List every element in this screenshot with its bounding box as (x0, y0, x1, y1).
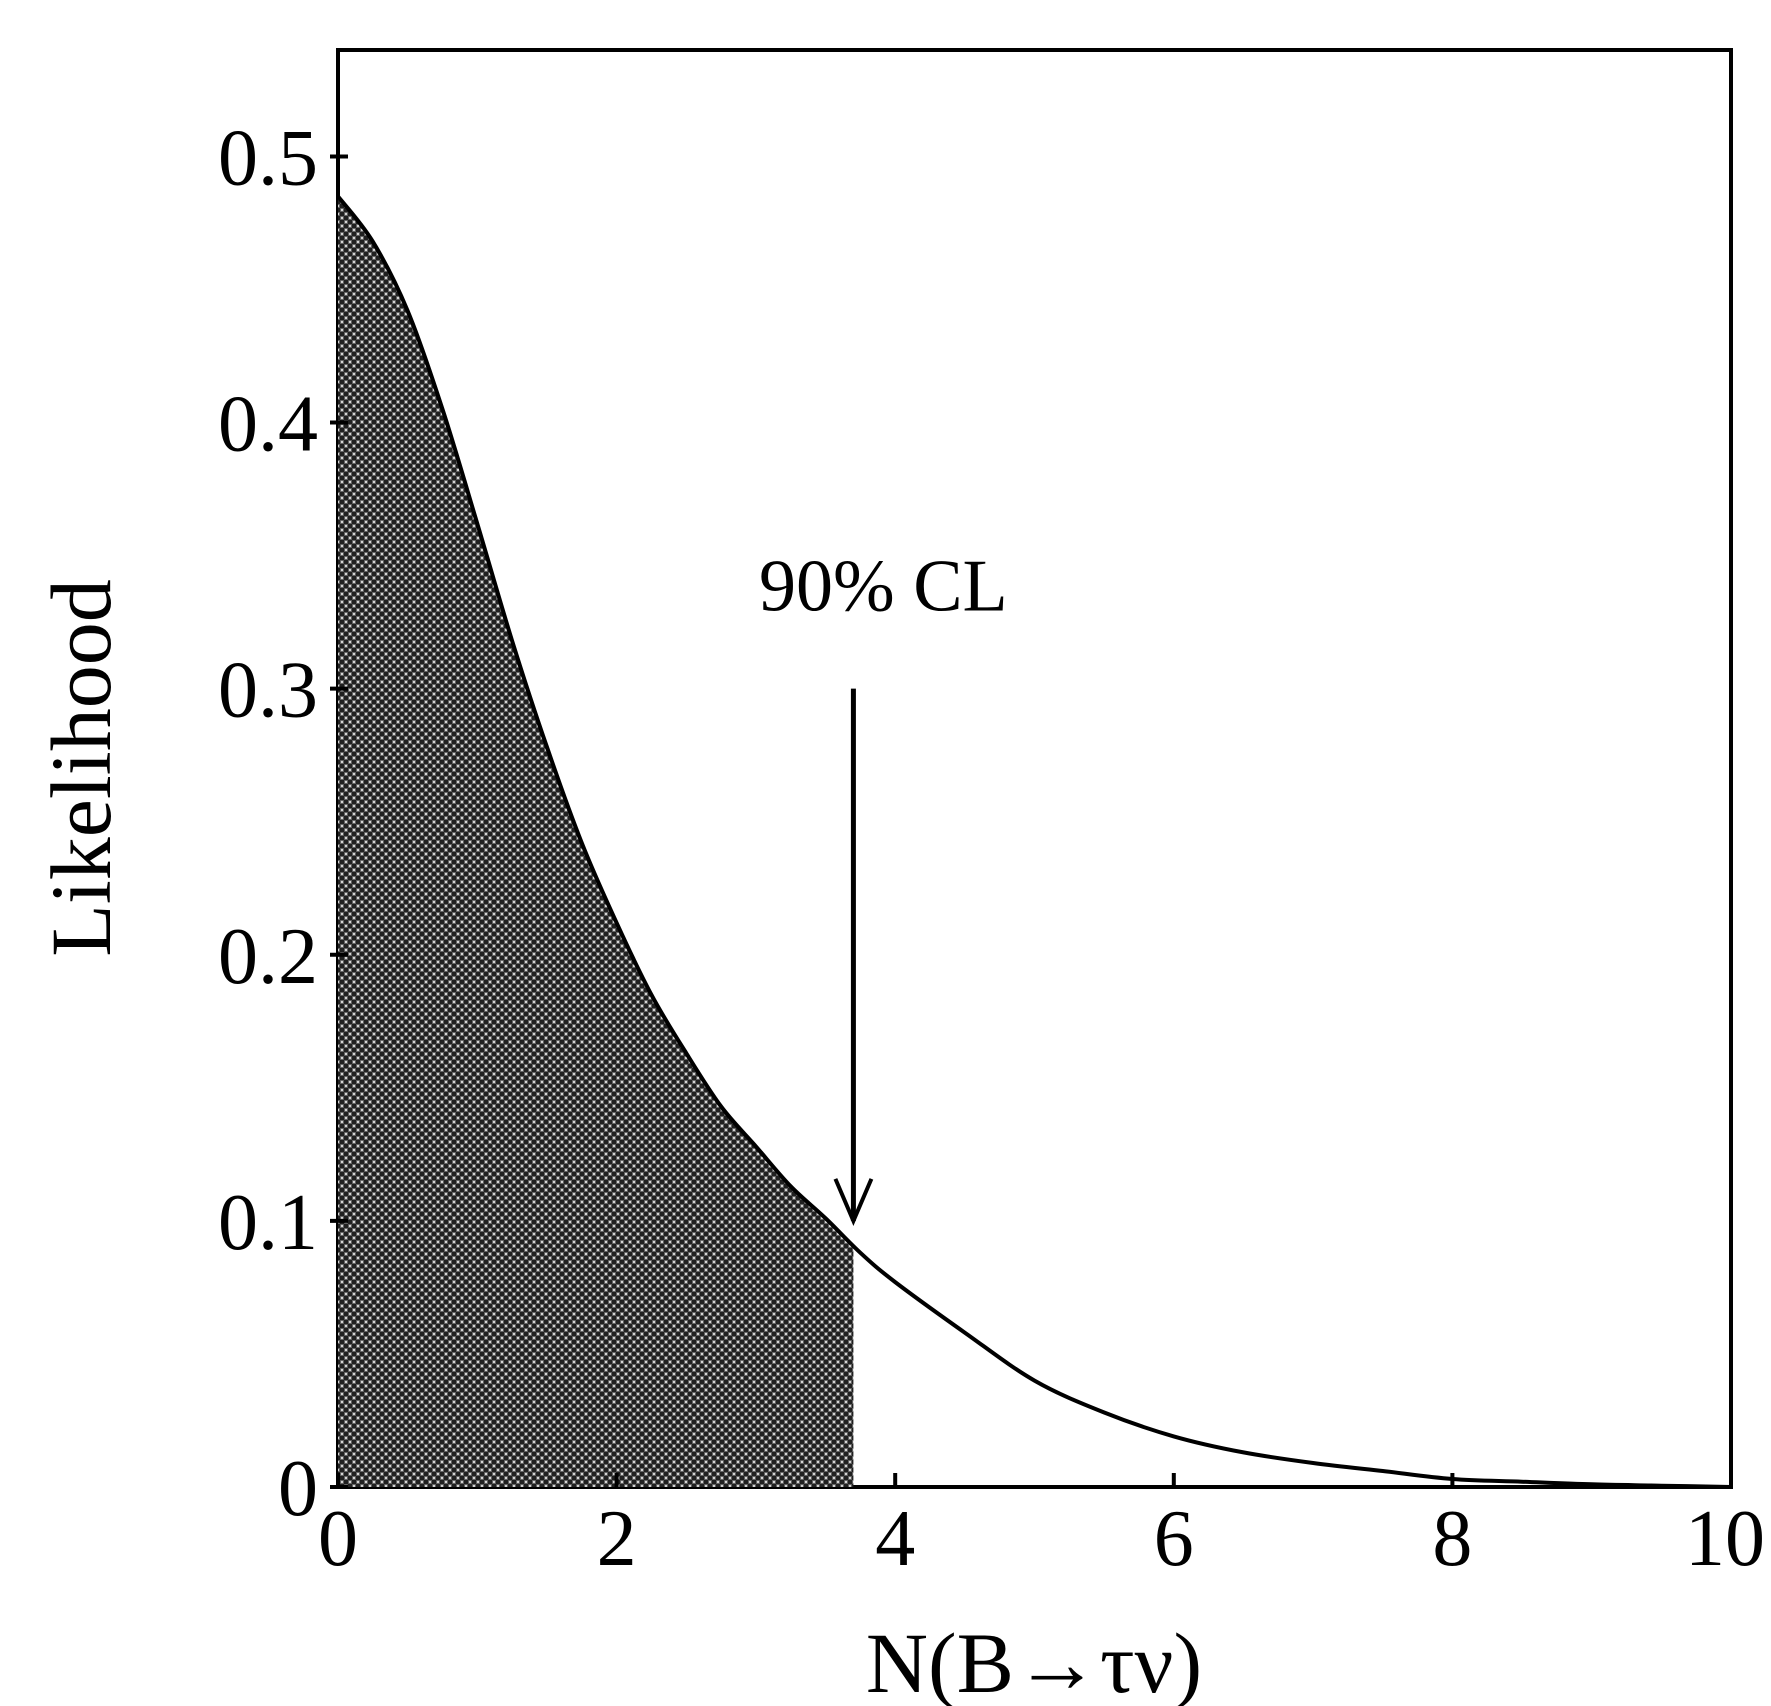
x-tick-label: 8 (1432, 1495, 1472, 1583)
y-tick-label: 0.2 (218, 913, 318, 1001)
y-axis-label: Likelihood (33, 579, 129, 956)
y-tick-label: 0.1 (218, 1179, 318, 1267)
x-tick-label: 0 (318, 1495, 358, 1583)
likelihood-curve (336, 195, 1732, 1489)
y-axis-ticks: 0 0.1 0.2 0.3 0.4 0.5 (218, 114, 348, 1533)
annotation-arrow-head (833, 1178, 874, 1226)
x-tick-label: 10 (1685, 1495, 1765, 1583)
x-tick-label: 4 (875, 1495, 915, 1583)
x-tick-label: 6 (1154, 1495, 1194, 1583)
shaded-confidence-region (338, 196, 854, 1487)
x-tick-label: 2 (597, 1495, 637, 1583)
x-axis-label: N(B→τν) (866, 1615, 1202, 1706)
y-tick-label: 0.3 (218, 647, 318, 735)
y-tick-label: 0.4 (218, 381, 318, 469)
y-tick-label: 0.5 (218, 114, 318, 202)
annotation-90cl-label: 90% CL (759, 546, 1008, 628)
y-tick-label: 0 (278, 1445, 318, 1533)
x-axis-ticks: 0 2 4 6 8 10 (318, 1473, 1765, 1583)
